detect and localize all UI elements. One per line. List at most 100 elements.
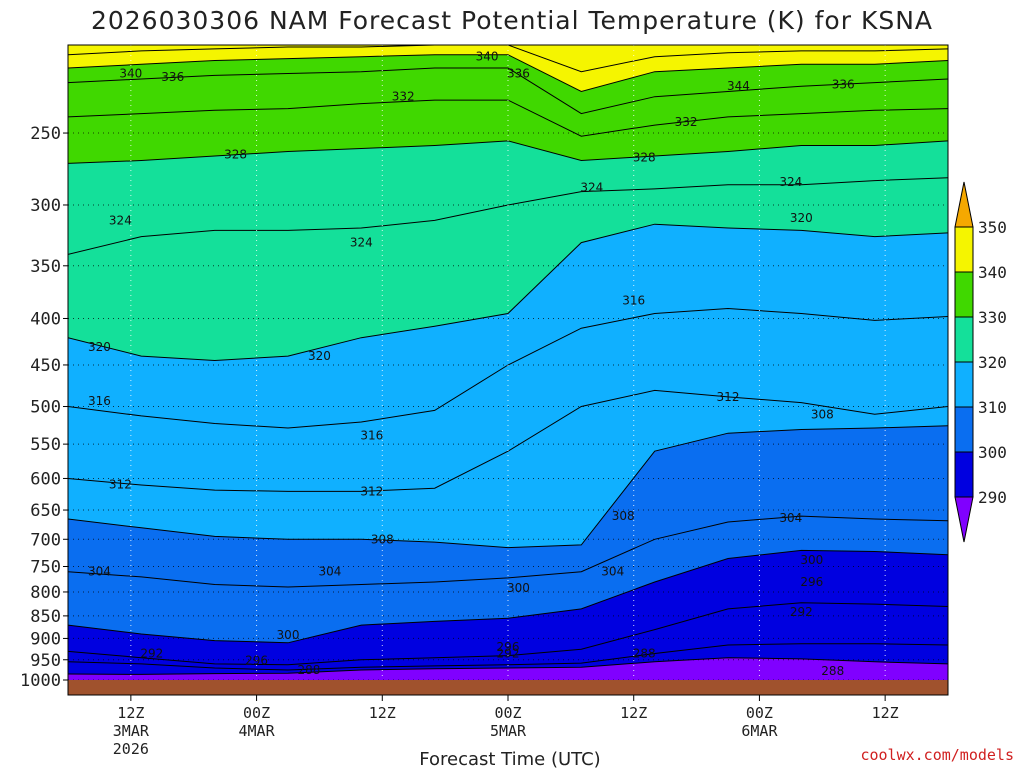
contour-label: 304 (601, 565, 624, 579)
contour-label: 336 (161, 70, 184, 84)
contour-label: 296 (245, 654, 268, 668)
x-tick-label: 4MAR (239, 722, 276, 740)
contour-label: 324 (109, 213, 132, 227)
chart-title: 2026030306 NAM Forecast Potential Temper… (91, 6, 933, 35)
y-tick-label: 650 (30, 501, 61, 521)
y-tick-label: 250 (30, 124, 61, 144)
band-fill (68, 45, 948, 92)
y-tick-label: 700 (30, 530, 61, 550)
contour-label: 288 (633, 646, 656, 660)
colorbar-swatch (954, 406, 974, 453)
band-fill (68, 45, 948, 72)
colorbar-tick-label: 320 (978, 353, 1007, 372)
contour-label: 328 (224, 148, 247, 162)
contour-line (68, 657, 948, 675)
contour-label: 288 (297, 663, 320, 677)
y-tick-label: 900 (30, 629, 61, 649)
colorbar-arrow-bottom (954, 496, 974, 543)
contour-label: 292 (790, 605, 813, 619)
contour-label: 332 (392, 90, 415, 104)
band-fill (68, 224, 948, 428)
contour-label: 312 (717, 390, 740, 404)
colorbar-tick-label: 300 (978, 443, 1007, 462)
contour-label: 344 (727, 79, 750, 93)
contour-label: 320 (790, 211, 813, 225)
contour-line (68, 515, 948, 588)
contour-line (68, 549, 948, 644)
credit-text[interactable]: coolwx.com/models (860, 746, 1014, 764)
contour-label: 324 (350, 236, 373, 250)
contour-label: 304 (779, 511, 802, 525)
band-fill (68, 643, 948, 675)
color-bands (68, 45, 948, 680)
band-fill (68, 657, 948, 680)
x-tick-label: 12Z (117, 704, 144, 722)
contour-label: 316 (360, 428, 383, 442)
band-fill (68, 54, 948, 114)
contour-label: 296 (497, 640, 520, 654)
contour-line (68, 54, 948, 93)
colorbar-tick-label: 350 (978, 218, 1007, 237)
contour-line (68, 67, 948, 115)
x-tick-label: 3MAR (113, 722, 150, 740)
contour-labels: 340 336 340 336 332 344 336 332 328 328 324 324 320 3… (88, 50, 855, 679)
contour-label: 312 (360, 484, 383, 498)
band-fill (68, 550, 948, 665)
y-tick-label: 300 (30, 196, 61, 216)
colorbar-swatch (954, 226, 974, 273)
contour-label: 292 (497, 646, 520, 660)
y-tick-label: 750 (30, 557, 61, 577)
y-tick-label: 550 (30, 435, 61, 455)
contour-label: 316 (622, 293, 645, 307)
y-tick-label: 1000 (20, 671, 61, 691)
y-tick-label: 350 (30, 257, 61, 277)
x-tick-label: 2026 (113, 740, 149, 758)
contour-label: 324 (779, 175, 802, 189)
band-fill (68, 100, 948, 164)
band-fill (68, 390, 948, 548)
band-fill (68, 177, 948, 361)
y-tick-label: 850 (30, 607, 61, 627)
x-tick-label: 00Z (746, 704, 773, 722)
colorbar-swatch (954, 316, 974, 363)
contour-label: 292 (140, 646, 163, 660)
band-fill (68, 425, 948, 587)
x-tick-label: 5MAR (490, 722, 527, 740)
colorbar-swatch (954, 451, 974, 498)
contour-label: 328 (633, 151, 656, 165)
contour-label: 340 (119, 67, 142, 81)
contour-label: 308 (371, 532, 394, 546)
colorbar-arrow-top (954, 181, 974, 228)
plot-area: 340 336 340 336 332 344 336 332 328 328 324 324 320 3… (67, 44, 949, 696)
contour-line (68, 45, 948, 73)
contour-label: 320 (308, 349, 331, 363)
y-tick-label: 400 (30, 309, 61, 329)
contour-label: 316 (88, 394, 111, 408)
x-tick-label: 12Z (369, 704, 396, 722)
contour-line (68, 223, 948, 362)
contour-line (68, 389, 948, 492)
band-fill (68, 516, 948, 643)
colorbar: 350 340 330 320 310 300 290 (954, 181, 1007, 543)
y-tick-label: 950 (30, 651, 61, 671)
band-fill (68, 140, 948, 255)
contour-line (68, 643, 948, 671)
y-tick-label: 600 (30, 469, 61, 489)
contour-label: 340 (476, 50, 499, 64)
x-tick-label: 6MAR (741, 722, 778, 740)
colorbar-swatch (954, 271, 974, 318)
colorbar-tick-label: 330 (978, 308, 1007, 327)
contour-label: 336 (832, 77, 855, 91)
contour-label: 288 (821, 664, 844, 678)
contour-label: 336 (507, 67, 530, 81)
band-fill (68, 308, 948, 492)
contour-label: 300 (277, 628, 300, 642)
contour-label: 308 (612, 509, 635, 523)
colorbar-tick-label: 340 (978, 263, 1007, 282)
contour-label: 300 (507, 581, 530, 595)
contour-label: 324 (580, 180, 603, 194)
colorbar-swatch (954, 361, 974, 408)
contour-label: 308 (811, 407, 834, 421)
x-tick-label: 12Z (872, 704, 899, 722)
